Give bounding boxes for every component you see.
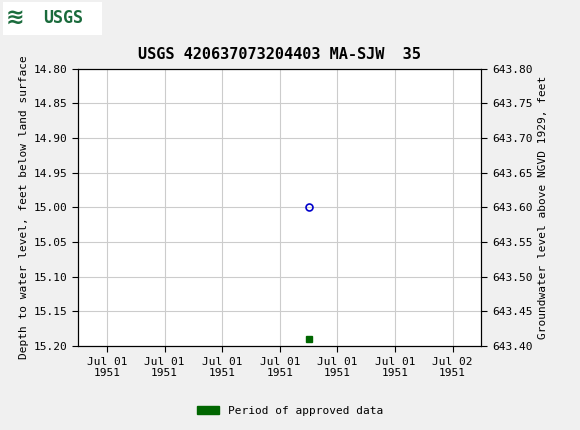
Bar — [3, 2, 102, 35]
Text: ≋: ≋ — [6, 8, 24, 28]
Text: USGS: USGS — [44, 9, 84, 27]
Y-axis label: Groundwater level above NGVD 1929, feet: Groundwater level above NGVD 1929, feet — [538, 76, 548, 339]
Y-axis label: Depth to water level, feet below land surface: Depth to water level, feet below land su… — [19, 55, 28, 359]
Legend: Period of approved data: Period of approved data — [193, 401, 387, 420]
Title: USGS 420637073204403 MA-SJW  35: USGS 420637073204403 MA-SJW 35 — [139, 47, 421, 62]
